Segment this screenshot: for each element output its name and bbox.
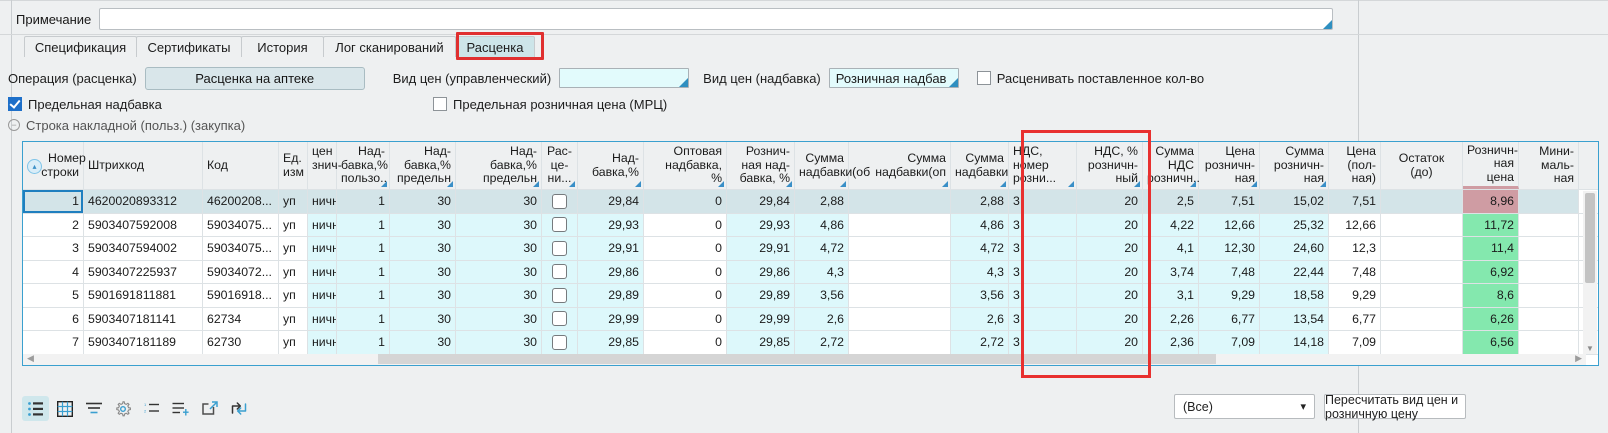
svg-text:2: 2 <box>144 408 147 413</box>
svg-text:1: 1 <box>144 402 147 407</box>
